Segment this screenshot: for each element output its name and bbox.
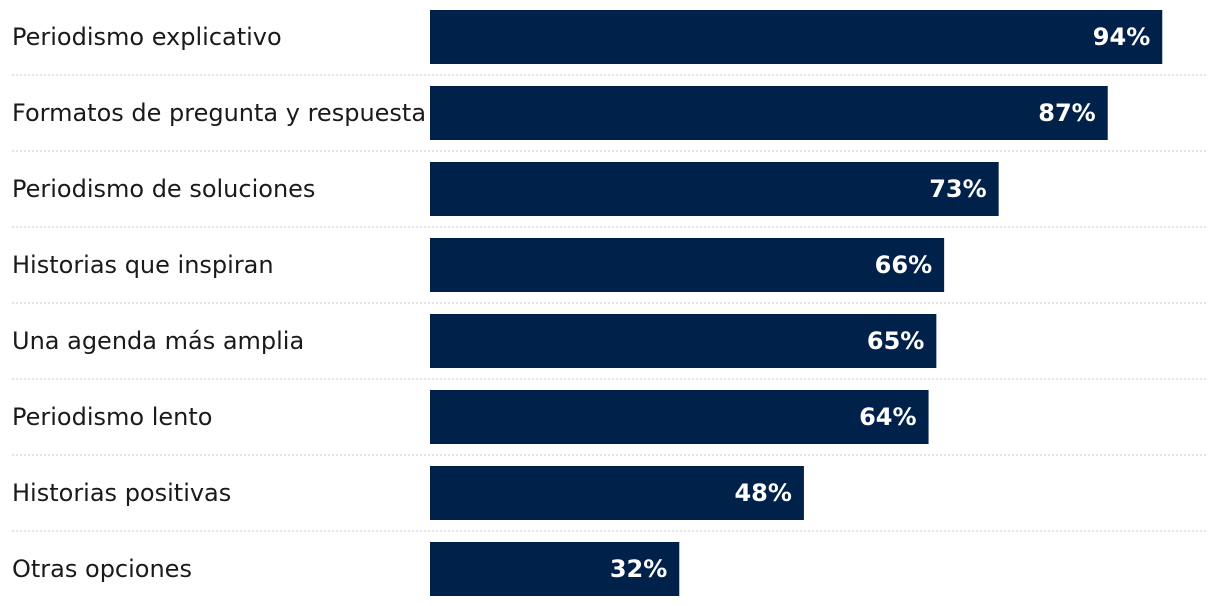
bar bbox=[430, 162, 999, 216]
bar bbox=[430, 466, 804, 520]
bar bbox=[430, 390, 929, 444]
data-label: 94% bbox=[1093, 23, 1150, 51]
chart-rows: Periodismo explicativo 94% Formatos de pre… bbox=[12, 10, 1208, 596]
data-label: 32% bbox=[610, 555, 667, 583]
data-label: 48% bbox=[734, 479, 791, 507]
data-label: 66% bbox=[875, 251, 932, 279]
category-label: Periodismo explicativo bbox=[12, 23, 282, 51]
bar bbox=[430, 542, 680, 596]
category-label: Periodismo de soluciones bbox=[12, 175, 315, 203]
bar bbox=[430, 238, 945, 292]
category-label: Historias positivas bbox=[12, 479, 231, 507]
data-label: 64% bbox=[859, 403, 916, 431]
bar bbox=[430, 86, 1108, 140]
category-label: Historias que inspiran bbox=[12, 251, 274, 279]
category-label: Una agenda más amplia bbox=[12, 327, 304, 355]
data-label: 65% bbox=[867, 327, 924, 355]
bar bbox=[430, 314, 937, 368]
data-label: 73% bbox=[929, 175, 986, 203]
data-label: 87% bbox=[1038, 99, 1095, 127]
bar bbox=[430, 10, 1163, 64]
category-label: Periodismo lento bbox=[12, 403, 212, 431]
category-label: Formatos de pregunta y respuesta bbox=[12, 99, 426, 127]
category-label: Otras opciones bbox=[12, 555, 192, 583]
